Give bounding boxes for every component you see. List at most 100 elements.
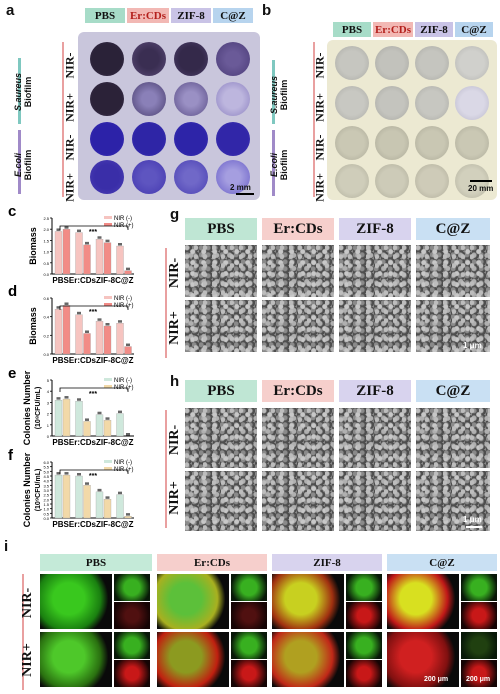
legend-swatch [104, 467, 112, 470]
scale-bar-g [466, 352, 482, 354]
nir-bar-g [165, 248, 167, 358]
confocal-3d-image [157, 632, 229, 687]
bar [54, 231, 63, 275]
data-point [126, 267, 130, 271]
y-tick-label: 0.0 [43, 272, 49, 277]
confocal-3d-image [387, 632, 459, 687]
bar [95, 491, 104, 519]
data-point [85, 241, 89, 245]
nir-bar-h [165, 410, 167, 528]
bar [62, 229, 71, 275]
header-pbs-b: PBS [333, 22, 371, 37]
well [216, 160, 250, 194]
plate-photo-a [78, 32, 260, 200]
header-pbs-i: PBS [40, 554, 152, 571]
data-point [56, 397, 61, 400]
sem-image [262, 471, 334, 531]
panel-label-b: b [262, 2, 272, 19]
data-point [77, 398, 81, 401]
sa-color-bar-b [272, 60, 275, 124]
green-channel [114, 574, 150, 601]
bar [62, 398, 71, 437]
legend-swatch [104, 303, 112, 306]
category-axis-labels: PBSEr:CDsZIF-8C@Z [52, 356, 133, 365]
green-channel [231, 574, 267, 601]
y-tick-label: 5 [47, 378, 50, 383]
scale-bar-h [466, 526, 482, 528]
data-point [97, 236, 102, 239]
legend-swatch [104, 385, 112, 388]
scale-text-b: 20 mm [468, 184, 494, 193]
confocal-3d-image [40, 574, 112, 629]
well [90, 122, 124, 156]
well [375, 164, 409, 198]
data-point [105, 496, 110, 499]
well [455, 86, 489, 120]
bar [62, 474, 71, 519]
well [216, 122, 250, 156]
row-nir-plus-b1: NIR+ [312, 93, 327, 122]
well [216, 42, 250, 76]
header-zif8-g: ZIF-8 [339, 218, 411, 240]
data-point [126, 433, 130, 436]
bar [116, 494, 124, 519]
red-channel [346, 660, 382, 687]
well [455, 46, 489, 80]
significance-bracket [59, 305, 129, 310]
data-point [126, 513, 130, 516]
y-tick-label: 4.0 [43, 479, 49, 484]
significance-stars: *** [89, 473, 97, 480]
bar [124, 515, 132, 519]
header-cz-i: C@Z [387, 554, 497, 571]
legend-swatch [104, 378, 112, 381]
green-channel [461, 574, 497, 601]
header-pbs-g: PBS [185, 218, 257, 240]
legend-swatch [104, 296, 112, 299]
well [132, 42, 166, 76]
red-channel [114, 602, 150, 629]
bar [103, 325, 112, 355]
well [132, 122, 166, 156]
significance-stars: *** [89, 309, 97, 316]
data-point [118, 320, 122, 323]
sem-image [339, 245, 411, 297]
bar [75, 475, 83, 519]
legend-label: NIR (-) [114, 216, 132, 222]
red-channel [114, 660, 150, 687]
well [335, 46, 369, 80]
red-channel [461, 660, 497, 687]
header-cz-g: C@Z [416, 218, 490, 240]
data-point [118, 410, 122, 414]
header-ercds-i: Er:CDs [157, 554, 267, 571]
legend-label: NIR (-) [114, 296, 132, 302]
header-zif8-b: ZIF-8 [415, 22, 453, 37]
bar [103, 499, 112, 519]
well [174, 122, 208, 156]
data-point [105, 239, 110, 243]
data-point [77, 473, 81, 476]
sem-image [262, 408, 334, 468]
panel-label-d: d [8, 283, 17, 300]
header-cz-h: C@Z [416, 380, 490, 402]
significance-stars: *** [89, 229, 97, 236]
row-nir-minus-i: NIR- [20, 587, 35, 619]
well [132, 82, 166, 116]
green-channel [231, 632, 267, 659]
y-tick-label: 6.0 [43, 460, 49, 465]
red-channel [461, 602, 497, 629]
significance-bracket [59, 387, 129, 392]
significance-stars: *** [89, 391, 97, 398]
panel-label-i: i [4, 538, 9, 555]
row-nir-plus-a1: NIR+ [62, 93, 77, 122]
well [90, 82, 124, 116]
data-point [56, 228, 61, 231]
data-point [97, 411, 102, 415]
sa-biofilm-label-a: S.aureus Biofilm [13, 72, 33, 112]
y-tick-label: 0.5 [43, 511, 49, 516]
row-nir-minus-b2: NIR- [312, 134, 327, 161]
bar [75, 232, 83, 275]
header-ercds-a: Er:CDs [127, 8, 169, 23]
sem-image [416, 300, 490, 352]
y-tick-label: 1.0 [43, 507, 49, 512]
well [375, 86, 409, 120]
